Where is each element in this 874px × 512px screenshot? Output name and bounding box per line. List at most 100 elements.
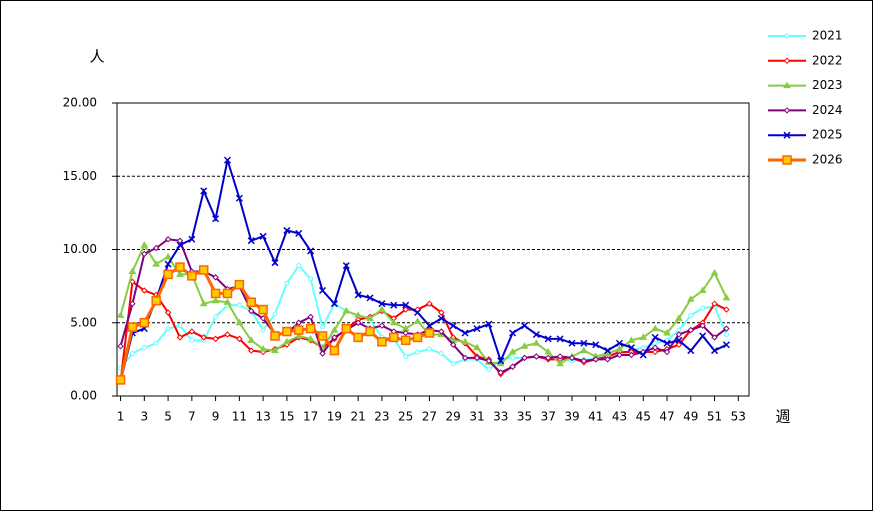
- point: [497, 369, 504, 376]
- point: [282, 337, 291, 345]
- point: [699, 332, 707, 340]
- point: [438, 351, 444, 357]
- point: [686, 295, 695, 302]
- point: [211, 296, 220, 304]
- legend-label: 2021: [812, 29, 843, 43]
- legend-label: 2023: [812, 78, 843, 92]
- point: [688, 312, 694, 318]
- series-line: [119, 238, 728, 374]
- x-tick-label: 31: [469, 410, 484, 424]
- point: [722, 293, 731, 301]
- point: [259, 345, 268, 352]
- point: [223, 156, 232, 164]
- point: [710, 268, 719, 276]
- point: [413, 317, 422, 324]
- point: [200, 187, 208, 195]
- point: [330, 326, 339, 333]
- point: [187, 271, 197, 281]
- point: [412, 332, 423, 343]
- point: [723, 306, 730, 313]
- legend-marker: [783, 107, 791, 114]
- point: [354, 291, 362, 299]
- y-tick-label: 10.00: [63, 242, 97, 256]
- point: [259, 232, 267, 240]
- legend-marker: [784, 33, 790, 39]
- point: [152, 260, 161, 267]
- point: [568, 339, 576, 347]
- point: [486, 367, 492, 373]
- x-tick-label: 35: [517, 410, 532, 424]
- x-tick-label: 13: [255, 410, 270, 424]
- point: [675, 314, 683, 321]
- x-tick-label: 27: [422, 410, 437, 424]
- point: [545, 354, 552, 362]
- y-tick-label: 15.00: [63, 169, 97, 183]
- point: [248, 347, 255, 354]
- x-tick-label: 17: [303, 410, 318, 424]
- point: [651, 333, 659, 341]
- point: [294, 331, 303, 339]
- point: [520, 322, 529, 330]
- point: [272, 311, 278, 317]
- point: [115, 375, 126, 385]
- series-line: [119, 279, 727, 382]
- point: [366, 294, 374, 302]
- x-tick-label: 9: [212, 410, 220, 424]
- point: [378, 322, 386, 329]
- x-tick-label: 21: [351, 410, 366, 424]
- point: [127, 322, 138, 332]
- legend-marker: [783, 81, 791, 89]
- point: [284, 280, 290, 286]
- legend-marker: [783, 57, 791, 65]
- point: [592, 356, 599, 363]
- point: [425, 322, 433, 330]
- point: [139, 318, 150, 328]
- point: [295, 319, 302, 326]
- point: [461, 354, 469, 362]
- point: [152, 244, 160, 252]
- point: [308, 276, 314, 282]
- point: [295, 229, 303, 237]
- point: [378, 300, 386, 308]
- point: [366, 314, 374, 321]
- point: [176, 241, 184, 249]
- plot-border: [116, 102, 750, 397]
- point: [176, 237, 184, 244]
- point: [711, 300, 718, 307]
- point: [318, 286, 327, 295]
- x-tick-label: 29: [446, 410, 461, 424]
- point: [296, 263, 302, 269]
- point: [510, 355, 516, 361]
- point: [424, 328, 435, 338]
- x-tick-label: 11: [232, 410, 247, 424]
- point: [141, 287, 148, 294]
- point: [604, 356, 611, 363]
- legend-marker: [783, 131, 791, 139]
- point: [402, 306, 409, 313]
- point: [402, 329, 409, 337]
- point: [473, 343, 481, 351]
- series-line: [119, 159, 727, 382]
- point: [188, 235, 196, 243]
- point: [117, 342, 124, 350]
- point: [426, 346, 432, 352]
- point: [389, 318, 398, 326]
- legend-marker: [782, 155, 792, 165]
- point: [556, 353, 564, 360]
- point: [556, 335, 564, 343]
- point: [700, 305, 706, 311]
- point: [711, 334, 718, 341]
- point: [615, 339, 624, 347]
- point: [699, 322, 706, 329]
- point: [235, 318, 244, 326]
- x-tick-label: 1: [117, 410, 125, 424]
- point: [675, 341, 683, 348]
- point: [353, 332, 363, 343]
- point: [235, 194, 243, 202]
- point: [188, 328, 196, 335]
- point: [305, 323, 316, 334]
- point: [604, 347, 612, 355]
- point: [509, 329, 517, 337]
- point: [521, 354, 528, 362]
- point: [164, 309, 172, 316]
